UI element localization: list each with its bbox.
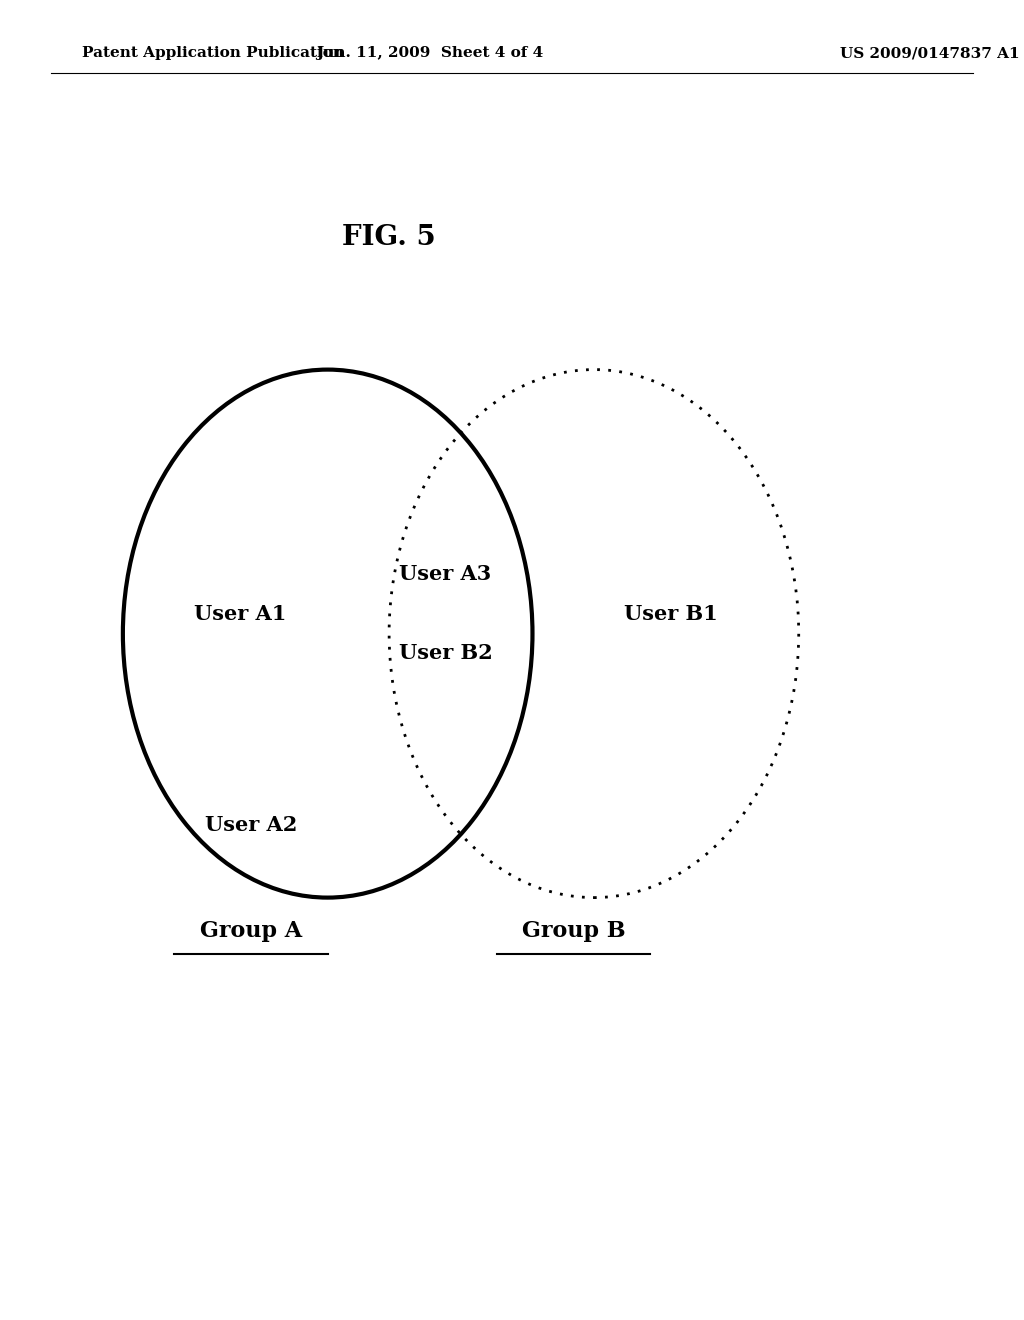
Text: User A1: User A1: [195, 603, 287, 624]
Text: User A2: User A2: [205, 814, 297, 836]
Text: Jun. 11, 2009  Sheet 4 of 4: Jun. 11, 2009 Sheet 4 of 4: [316, 46, 544, 61]
Text: Patent Application Publication: Patent Application Publication: [82, 46, 344, 61]
Text: Group A: Group A: [200, 920, 302, 941]
Text: User B2: User B2: [398, 643, 493, 664]
Text: User A3: User A3: [399, 564, 492, 585]
Text: US 2009/0147837 A1: US 2009/0147837 A1: [840, 46, 1019, 61]
Text: FIG. 5: FIG. 5: [342, 224, 436, 251]
Text: User B1: User B1: [624, 603, 718, 624]
Text: Group B: Group B: [521, 920, 626, 941]
